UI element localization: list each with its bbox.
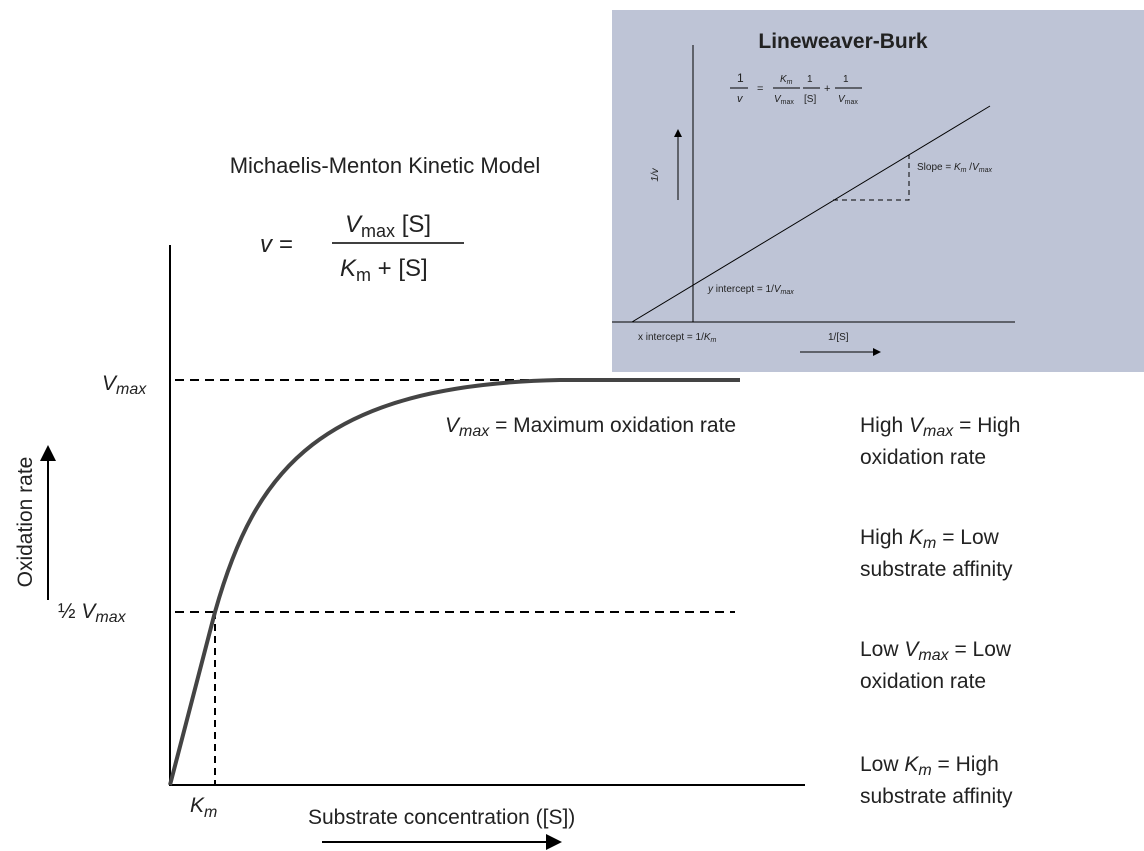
inset-title: Lineweaver-Burk	[758, 30, 928, 53]
x-axis-label: Substrate concentration ([S])	[308, 806, 575, 829]
note-line: High Vmax = High	[860, 414, 1020, 440]
svg-text:1: 1	[737, 71, 744, 85]
lb-x-axis-label: 1/[S]	[828, 332, 849, 343]
eq-numerator: Vmax [S]	[345, 211, 431, 241]
note-line: oxidation rate	[860, 670, 986, 693]
vmax-note: Vmax = Maximum oxidation rate	[445, 414, 736, 440]
note-line: High Km = Low	[860, 526, 1000, 552]
notes: High Vmax = High oxidation rate High Km = …	[860, 414, 1020, 808]
svg-text:+: +	[824, 83, 830, 95]
lb-y-intercept: y intercept = 1/Vmax	[707, 284, 794, 296]
lb-x-intercept: x intercept = 1/Km	[638, 332, 717, 344]
lb-y-axis-label: 1/v	[650, 167, 661, 181]
svg-text:1: 1	[843, 74, 849, 85]
vmax-label: Vmax	[102, 372, 147, 398]
lineweaver-burk-inset: Lineweaver-Burk 1 v = Km Vmax 1 [S] + 1 …	[612, 10, 1144, 372]
note-line: Low Km = High	[860, 753, 999, 779]
km-label: Km	[190, 794, 217, 821]
mm-equation: v = Vmax [S] Km + [S]	[260, 211, 464, 285]
note-line: substrate affinity	[860, 558, 1013, 581]
svg-text:1: 1	[807, 74, 813, 85]
svg-text:Km: Km	[780, 74, 793, 86]
svg-text:=: =	[757, 83, 763, 95]
note-line: oxidation rate	[860, 446, 986, 469]
eq-lhs: v =	[260, 231, 293, 258]
svg-text:Vmax: Vmax	[774, 94, 794, 106]
svg-text:Vmax: Vmax	[838, 94, 858, 106]
half-vmax-label: ½ Vmax	[58, 600, 127, 626]
eq-denominator: Km + [S]	[340, 255, 428, 285]
note-line: Low Vmax = Low	[860, 638, 1012, 664]
svg-text:[S]: [S]	[804, 94, 816, 105]
svg-text:v: v	[737, 93, 744, 105]
y-axis-label: Oxidation rate	[14, 457, 37, 588]
main-title: Michaelis-Menton Kinetic Model	[230, 153, 541, 178]
note-line: substrate affinity	[860, 785, 1013, 808]
lb-slope: Slope = Km /Vmax	[917, 162, 992, 174]
lb-equation: 1 v = Km Vmax 1 [S] + 1 Vmax	[730, 71, 862, 106]
